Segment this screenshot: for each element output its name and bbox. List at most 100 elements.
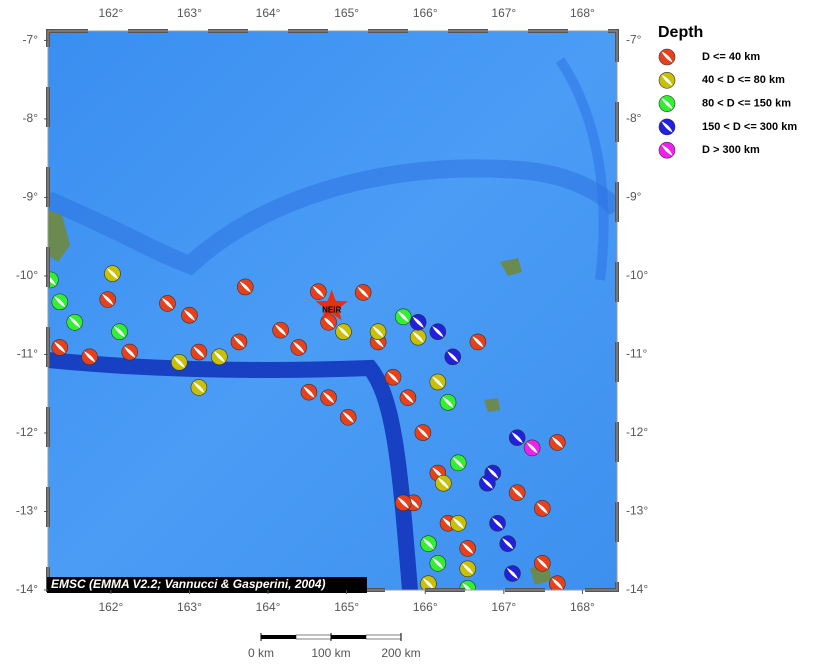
lat-tick-label: -8° [23, 111, 39, 125]
beachball-nodal [233, 336, 245, 348]
lon-tick-label: 166° [413, 6, 438, 20]
lon-tick-label: 165° [334, 6, 359, 20]
beachball-nodal [526, 442, 538, 454]
beachball-nodal [437, 477, 449, 489]
scale-segment [261, 635, 296, 639]
trench [48, 352, 418, 590]
beachball-nodal [193, 346, 205, 358]
lon-tick-label: 167° [491, 600, 516, 614]
beachball-nodal [661, 144, 673, 156]
beachball-nodal [462, 582, 472, 590]
beachball-nodal [412, 331, 424, 343]
beachball-nodal [422, 538, 434, 550]
beachball-nodal [551, 436, 563, 448]
beachball-nodal [337, 326, 350, 338]
lat-tick-label: -12° [626, 425, 648, 439]
beachball [48, 271, 59, 289]
lon-tick-label: 162° [98, 600, 123, 614]
legend-label: 40 < D <= 80 km [702, 74, 785, 86]
scale-segment [365, 634, 402, 640]
lat-tick-label: -11° [17, 347, 38, 361]
beachball-nodal [106, 267, 119, 280]
beachball-nodal [69, 316, 81, 328]
beachball-nodal [275, 324, 287, 336]
beachball-nodal [102, 293, 114, 306]
beachball-nodal [511, 487, 523, 499]
beachball-nodal [452, 457, 464, 469]
beachball-nodal [417, 426, 429, 439]
lon-tick-label: 167° [491, 6, 516, 20]
lon-tick-label: 164° [256, 6, 281, 20]
lat-tick-label: -8° [626, 111, 642, 125]
lat-tick-label: -12° [16, 425, 38, 439]
lat-tick-label: -13° [16, 504, 38, 518]
beachball-nodal [432, 376, 444, 388]
lat-tick-label: -14° [16, 582, 38, 596]
events [48, 265, 566, 590]
beachball-nodal [387, 371, 399, 383]
seafloor-ridge [48, 159, 617, 276]
lat-tick-label: -7° [626, 33, 642, 47]
beachball-nodal [322, 316, 335, 328]
scale-segment [331, 635, 366, 639]
beachball-nodal [293, 341, 305, 354]
lon-tick-label: 168° [570, 600, 595, 614]
beachball-nodal [511, 432, 523, 444]
beachball-nodal [322, 392, 335, 404]
station-marker [315, 289, 348, 321]
lat-tick-label: -10° [626, 268, 648, 282]
land [484, 398, 500, 412]
lat-tick-label: -10° [16, 268, 38, 282]
beachball-nodal [442, 396, 454, 408]
legend-label: 80 < D <= 150 km [702, 98, 791, 110]
beachball-nodal [506, 567, 519, 580]
beachball-nodal [412, 316, 424, 328]
land [48, 210, 70, 262]
beachball-nodal [481, 477, 493, 489]
map-area [48, 31, 617, 590]
beachball-nodal [84, 351, 96, 363]
beachball-nodal [239, 281, 251, 293]
lon-tick-label: 166° [413, 600, 438, 614]
beachball-nodal [536, 557, 548, 569]
beachball-nodal [661, 98, 673, 110]
beachball-nodal [54, 341, 66, 354]
beachball-nodal [432, 557, 444, 569]
station-label: NEIR [322, 306, 341, 315]
beachball-nodal [183, 309, 196, 321]
beachball-nodal [491, 517, 504, 529]
beachball-nodal [342, 411, 354, 423]
beachball-nodal [462, 563, 474, 575]
credit-box [47, 577, 367, 593]
seafloor-ridge [555, 57, 609, 281]
lat-tick-label: -9° [23, 190, 39, 204]
legend-title: Depth [658, 24, 703, 41]
beachball-nodal [54, 296, 66, 308]
beachball-nodal [397, 311, 409, 323]
legend-label: D > 300 km [702, 144, 760, 156]
beachball-nodal [551, 578, 563, 590]
land [500, 258, 522, 276]
beachball-nodal [432, 326, 444, 338]
legend-label: 150 < D <= 300 km [702, 121, 797, 133]
beachball-nodal [372, 326, 384, 338]
beachball-nodal [502, 538, 514, 550]
beachball-nodal [661, 121, 673, 133]
beachball-nodal [661, 74, 673, 86]
beachball-nodal [472, 336, 484, 348]
beachball-nodal [462, 542, 474, 554]
lon-tick-label: 163° [177, 600, 202, 614]
beachball-nodal [422, 578, 434, 590]
beachball-nodal [397, 497, 409, 509]
lon-tick-label: 164° [256, 600, 281, 614]
beachball-nodal [487, 467, 499, 479]
lat-tick-label: -7° [23, 33, 39, 47]
credit: EMSC (EMMA V2.2; Vannucci & Gasperini, 2… [51, 577, 326, 591]
scale-segment [295, 634, 332, 640]
lon-tick-label: 165° [334, 600, 359, 614]
scale-label: 100 km [311, 646, 350, 660]
beachball-nodal [113, 326, 126, 338]
lon-tick-label: 168° [570, 6, 595, 20]
beachball-nodal [173, 356, 185, 368]
